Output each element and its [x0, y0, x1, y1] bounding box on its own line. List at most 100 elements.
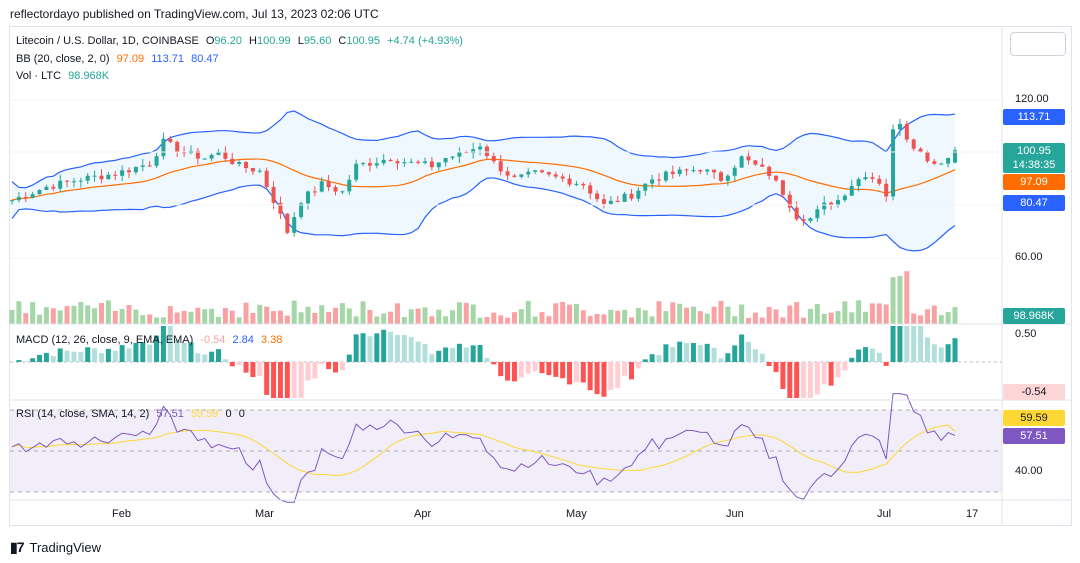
- candle-body: [801, 219, 806, 221]
- candle-body: [842, 195, 847, 201]
- volume-bar: [883, 304, 889, 324]
- chart-settings-button[interactable]: [1010, 32, 1066, 56]
- volume-bar: [511, 312, 517, 324]
- macd-histogram-bar: [147, 344, 153, 362]
- macd-histogram-bar: [697, 345, 703, 362]
- bb-title[interactable]: BB (20, close, 2, 0): [16, 53, 110, 65]
- macd-histogram-bar: [794, 362, 800, 398]
- macd-histogram-bar: [92, 348, 98, 362]
- macd-histogram-bar: [622, 362, 628, 376]
- bb-basis-price-label: 97.09: [1003, 174, 1065, 190]
- rsi-title[interactable]: RSI (14, close, SMA, 14, 2): [16, 408, 150, 420]
- macd-histogram-bar: [628, 362, 634, 380]
- macd-histogram-bar: [85, 347, 91, 362]
- candle-body: [581, 183, 586, 186]
- volume-bar: [181, 310, 187, 324]
- candle-body: [250, 168, 255, 172]
- macd-histogram-bar: [57, 348, 63, 362]
- macd-histogram-bar: [415, 341, 421, 362]
- macd-histogram-bar: [105, 348, 111, 362]
- rsi-x-value: 0: [225, 408, 232, 420]
- volume-bar: [718, 300, 724, 324]
- macd-tick: 0.50: [1015, 328, 1037, 340]
- candle-body: [78, 180, 83, 182]
- symbol-legend: Litecoin / U.S. Dollar, 1D, COINBASE O96…: [16, 35, 467, 47]
- bb-upper-line: [11, 110, 956, 189]
- candle-body: [546, 172, 551, 175]
- macd-histogram-bar: [37, 354, 43, 362]
- macd-histogram-bar: [470, 345, 476, 362]
- macd-histogram-bar: [931, 344, 937, 362]
- candle-body: [140, 165, 145, 167]
- rsi-legend: RSI (14, close, SMA, 14, 2) 57.51 59.59 …: [16, 408, 249, 420]
- macd-histogram-bar: [43, 352, 49, 362]
- open-label: O: [205, 35, 215, 47]
- candle-body: [856, 179, 861, 187]
- volume-bar: [567, 304, 573, 324]
- candle-body: [154, 156, 159, 166]
- vol-title[interactable]: Vol · LTC: [16, 70, 62, 82]
- macd-histogram-bar: [498, 362, 504, 377]
- volume-bar: [154, 317, 160, 324]
- macd-histogram-bar: [374, 333, 380, 362]
- volume-bar: [684, 307, 690, 324]
- vol-value: 98.968K: [68, 70, 110, 82]
- macd-histogram-bar: [904, 326, 910, 362]
- volume-bar: [573, 303, 579, 324]
- volume-bar: [98, 303, 104, 324]
- last-price-label: 100.95 14:38:35: [1003, 143, 1065, 173]
- candle-body: [161, 138, 166, 157]
- volume-bar: [264, 306, 270, 324]
- volume-bar: [869, 303, 875, 324]
- macd-histogram-bar: [505, 362, 511, 381]
- rsi-price-label: 57.51: [1003, 428, 1065, 444]
- macd-histogram-bar: [615, 362, 621, 388]
- macd-histogram-bar: [842, 362, 848, 371]
- volume-bar: [277, 310, 283, 324]
- candle-body: [374, 163, 379, 166]
- volume-bar: [408, 309, 414, 324]
- candle-body: [237, 161, 242, 165]
- tradingview-brand[interactable]: ▮7 TradingView: [10, 539, 101, 556]
- candle-body: [416, 161, 421, 163]
- macd-histogram-bar: [856, 349, 862, 362]
- candle-body: [684, 169, 689, 171]
- volume-bar: [236, 317, 242, 324]
- symbol-title[interactable]: Litecoin / U.S. Dollar, 1D, COINBASE: [16, 35, 199, 47]
- candle-body: [347, 179, 352, 192]
- volume-bar: [924, 309, 930, 324]
- volume-bar: [229, 310, 235, 324]
- candle-body: [71, 181, 76, 183]
- candle-body: [650, 179, 655, 184]
- macd-histogram-bar: [670, 347, 676, 362]
- candle-body: [911, 139, 916, 149]
- macd-histogram-bar: [814, 362, 820, 395]
- candle-body: [794, 207, 799, 220]
- macd-histogram-bar: [642, 359, 648, 362]
- macd-histogram-bar: [140, 342, 146, 362]
- volume-bar: [863, 311, 869, 324]
- macd-histogram-bar: [690, 342, 696, 362]
- candle-body: [450, 156, 455, 158]
- macd-histogram-bar: [367, 336, 373, 362]
- macd-histogram-bar: [684, 343, 690, 362]
- candle-body: [925, 151, 930, 162]
- volume-bar: [71, 305, 77, 324]
- macd-title[interactable]: MACD (12, 26, close, 9, EMA, EMA): [16, 334, 194, 346]
- candle-body: [829, 202, 834, 206]
- macd-histogram-bar: [938, 347, 944, 362]
- candle-body: [381, 159, 386, 164]
- close-value: 100.95: [346, 35, 381, 47]
- volume-bar: [491, 312, 497, 324]
- candle-body: [540, 170, 545, 173]
- volume-bar: [160, 317, 166, 324]
- volume-bar: [443, 316, 449, 324]
- volume-bar: [952, 307, 958, 324]
- candle-body: [133, 166, 138, 173]
- volume-bar: [835, 311, 841, 324]
- bb-upper-value: 113.71: [151, 53, 185, 65]
- candle-body: [388, 159, 393, 162]
- open-value: 96.20: [214, 35, 242, 47]
- macd-histogram-bar: [704, 343, 710, 362]
